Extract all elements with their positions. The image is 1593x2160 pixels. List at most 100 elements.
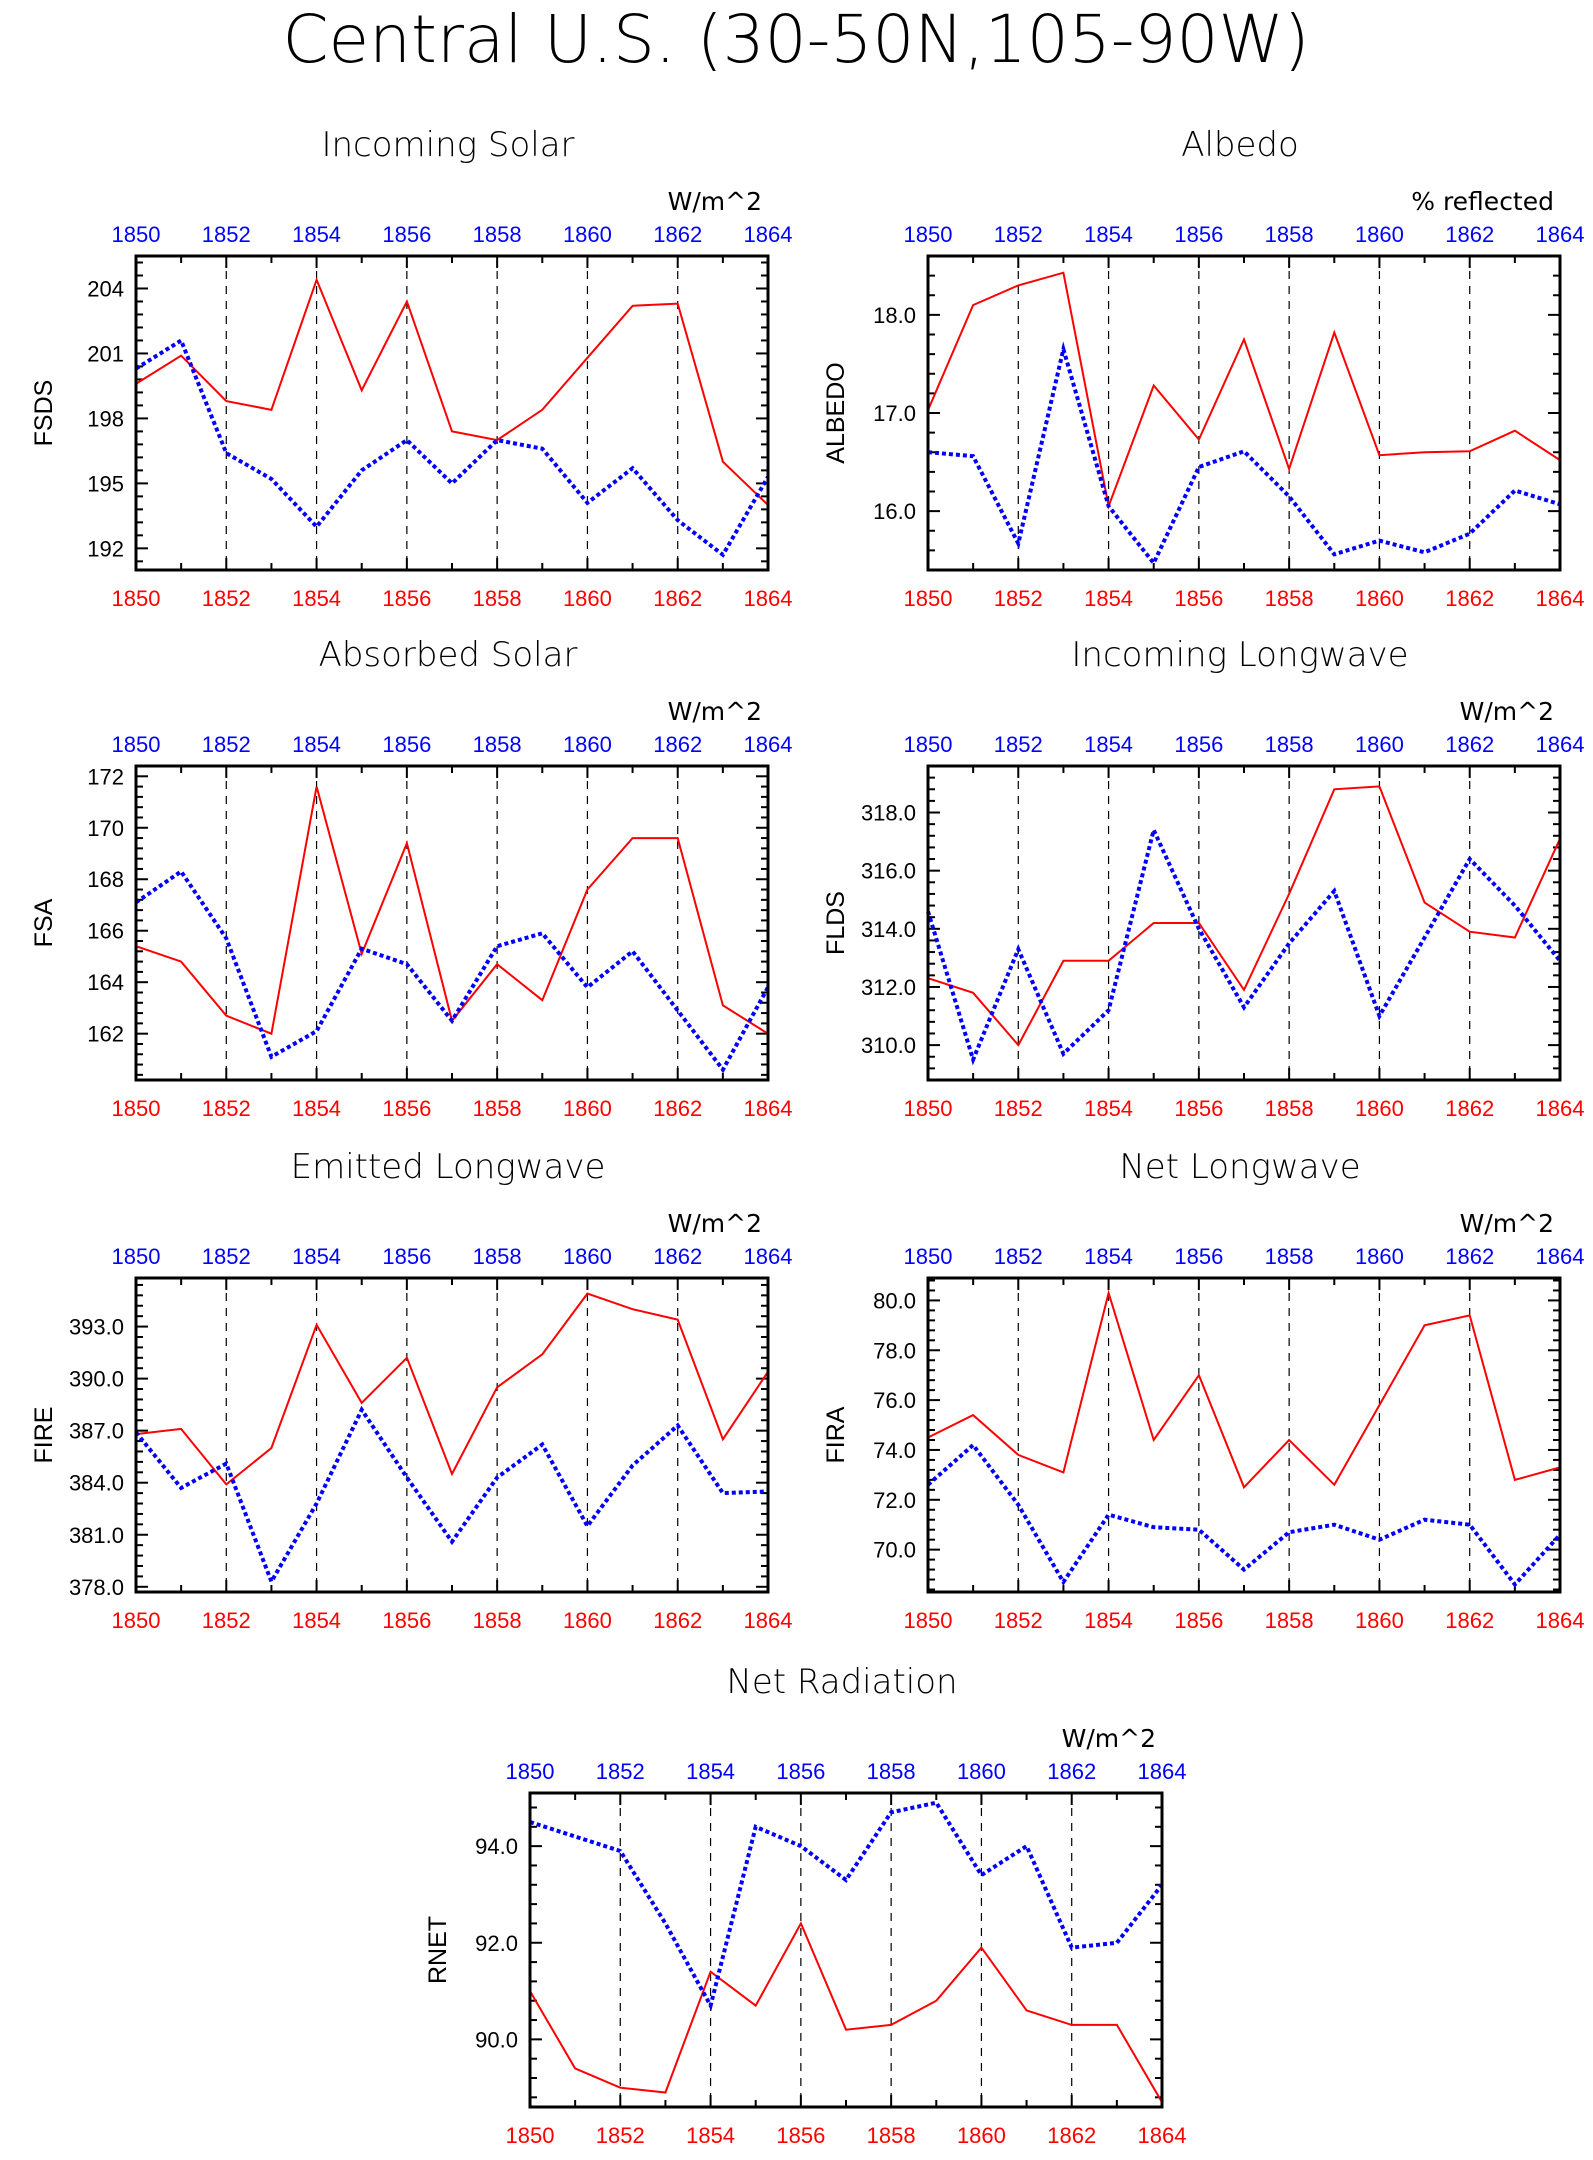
- panel-title: Incoming Longwave: [1071, 635, 1408, 675]
- y-tick-label: 390.0: [69, 1367, 124, 1392]
- x-tick-label-bottom: 1850: [112, 1608, 161, 1633]
- y-tick-label: 78.0: [873, 1338, 916, 1363]
- x-tick-label-top: 1860: [563, 732, 612, 757]
- x-tick-label-top: 1850: [904, 732, 953, 757]
- x-tick-label-bottom: 1852: [202, 586, 251, 611]
- x-tick-label-top: 1864: [744, 222, 793, 247]
- x-tick-label-top: 1864: [1536, 222, 1585, 247]
- x-tick-label-top: 1856: [1174, 732, 1223, 757]
- series-line-red: [135, 786, 769, 1036]
- panel-title: Emitted Longwave: [291, 1147, 606, 1187]
- x-tick-label-top: 1854: [292, 222, 341, 247]
- y-tick-label: 76.0: [873, 1388, 916, 1413]
- x-tick-label-top: 1852: [596, 1759, 645, 1784]
- units-label: W/m^2: [1460, 697, 1554, 726]
- x-tick-label-top: 1862: [653, 732, 702, 757]
- x-tick-label-top: 1864: [744, 732, 793, 757]
- x-tick-label-top: 1858: [1265, 222, 1314, 247]
- x-tick-label-bottom: 1854: [292, 586, 341, 611]
- x-tick-label-bottom: 1850: [112, 586, 161, 611]
- y-tick-label: 312.0: [861, 975, 916, 1000]
- x-tick-label-top: 1852: [994, 1244, 1043, 1269]
- chart-panel-2: 16.0 17.0 18.0 1850 1850 1852 1852 1854 1854 1856…: [822, 125, 1584, 611]
- series-line-red: [927, 785, 1561, 1047]
- x-tick-label-bottom: 1854: [686, 2123, 735, 2148]
- x-tick-label-top: 1854: [292, 732, 341, 757]
- x-tick-label-top: 1850: [112, 222, 161, 247]
- y-axis-label: FLDS: [822, 891, 850, 955]
- y-tick-label: 90.0: [475, 2027, 518, 2052]
- series-line-red: [135, 1292, 769, 1486]
- x-tick-label-bottom: 1852: [202, 1096, 251, 1121]
- x-tick-label-top: 1864: [1536, 1244, 1585, 1269]
- series-line-blue: [134, 868, 770, 1074]
- x-tick-label-top: 1850: [112, 732, 161, 757]
- y-tick-label: 393.0: [69, 1315, 124, 1340]
- x-tick-label-top: 1860: [563, 222, 612, 247]
- units-label: W/m^2: [668, 187, 762, 216]
- x-tick-label-bottom: 1860: [563, 1608, 612, 1633]
- x-tick-label-top: 1860: [1355, 1244, 1404, 1269]
- x-tick-label-bottom: 1858: [473, 1608, 522, 1633]
- y-axis-label: ALBEDO: [822, 362, 850, 463]
- panel-title: Net Longwave: [1119, 1147, 1360, 1187]
- x-tick-label-top: 1852: [202, 732, 251, 757]
- x-tick-label-bottom: 1856: [382, 1096, 431, 1121]
- x-tick-label-top: 1862: [1445, 1244, 1494, 1269]
- y-tick-label: 74.0: [873, 1438, 916, 1463]
- x-tick-label-bottom: 1850: [112, 1096, 161, 1121]
- x-tick-label-bottom: 1850: [904, 1608, 953, 1633]
- y-tick-label: 16.0: [873, 499, 916, 524]
- y-tick-label: 381.0: [69, 1523, 124, 1548]
- x-tick-label-top: 1860: [1355, 732, 1404, 757]
- x-tick-label-bottom: 1864: [744, 1608, 793, 1633]
- plot-frame: [528, 1791, 1164, 2109]
- plot-frame: [134, 764, 770, 1082]
- x-tick-label-bottom: 1862: [1047, 2123, 1096, 2148]
- x-tick-label-top: 1864: [744, 1244, 793, 1269]
- y-axis-label: FSDS: [30, 380, 58, 447]
- x-tick-label-bottom: 1862: [653, 1608, 702, 1633]
- x-tick-label-bottom: 1858: [473, 586, 522, 611]
- y-tick-label: 172: [87, 764, 124, 789]
- x-tick-label-bottom: 1862: [653, 586, 702, 611]
- x-tick-label-bottom: 1860: [1355, 1608, 1404, 1633]
- series-line-red: [529, 1921, 1163, 2103]
- y-tick-label: 166: [87, 919, 124, 944]
- x-tick-label-bottom: 1864: [1536, 586, 1585, 611]
- x-tick-label-top: 1862: [1445, 222, 1494, 247]
- units-label: W/m^2: [1062, 1724, 1156, 1753]
- plot-frame: [926, 764, 1562, 1082]
- y-axis-label: RNET: [424, 1916, 452, 1984]
- panel-title: Albedo: [1181, 125, 1299, 165]
- chart-panel-4: 310.0 312.0 314.0 316.0 318.0 1850 1850 1852 185…: [822, 635, 1584, 1121]
- x-tick-label-top: 1858: [473, 1244, 522, 1269]
- y-tick-label: 17.0: [873, 401, 916, 426]
- x-tick-label-bottom: 1862: [1445, 1608, 1494, 1633]
- x-tick-label-bottom: 1850: [904, 586, 953, 611]
- x-tick-label-bottom: 1852: [994, 586, 1043, 611]
- series-line-blue: [926, 823, 1562, 1066]
- x-tick-label-top: 1862: [653, 1244, 702, 1269]
- x-tick-label-top: 1858: [1265, 1244, 1314, 1269]
- y-axis-label: FIRA: [822, 1406, 850, 1463]
- x-tick-label-top: 1858: [473, 732, 522, 757]
- series-line-red: [135, 276, 769, 506]
- panel-title: Net Radiation: [726, 1662, 957, 1702]
- x-tick-label-bottom: 1862: [653, 1096, 702, 1121]
- plot-frame: [926, 1276, 1562, 1594]
- series-line-blue: [134, 1405, 769, 1587]
- x-tick-label-bottom: 1854: [1084, 1096, 1133, 1121]
- x-tick-label-bottom: 1860: [563, 1096, 612, 1121]
- chart-panel-3: 162 164 166 168 170 172 1850 1850 1852 1852 1854 18…: [30, 635, 792, 1121]
- x-tick-label-top: 1864: [1536, 732, 1585, 757]
- x-tick-label-top: 1864: [1138, 1759, 1187, 1784]
- x-tick-label-top: 1854: [1084, 222, 1133, 247]
- y-tick-label: 80.0: [873, 1288, 916, 1313]
- x-tick-label-bottom: 1856: [1174, 586, 1223, 611]
- y-tick-label: 18.0: [873, 303, 916, 328]
- x-tick-label-bottom: 1864: [744, 1096, 793, 1121]
- plot-frame: [134, 1276, 770, 1594]
- y-tick-label: 201: [87, 341, 124, 366]
